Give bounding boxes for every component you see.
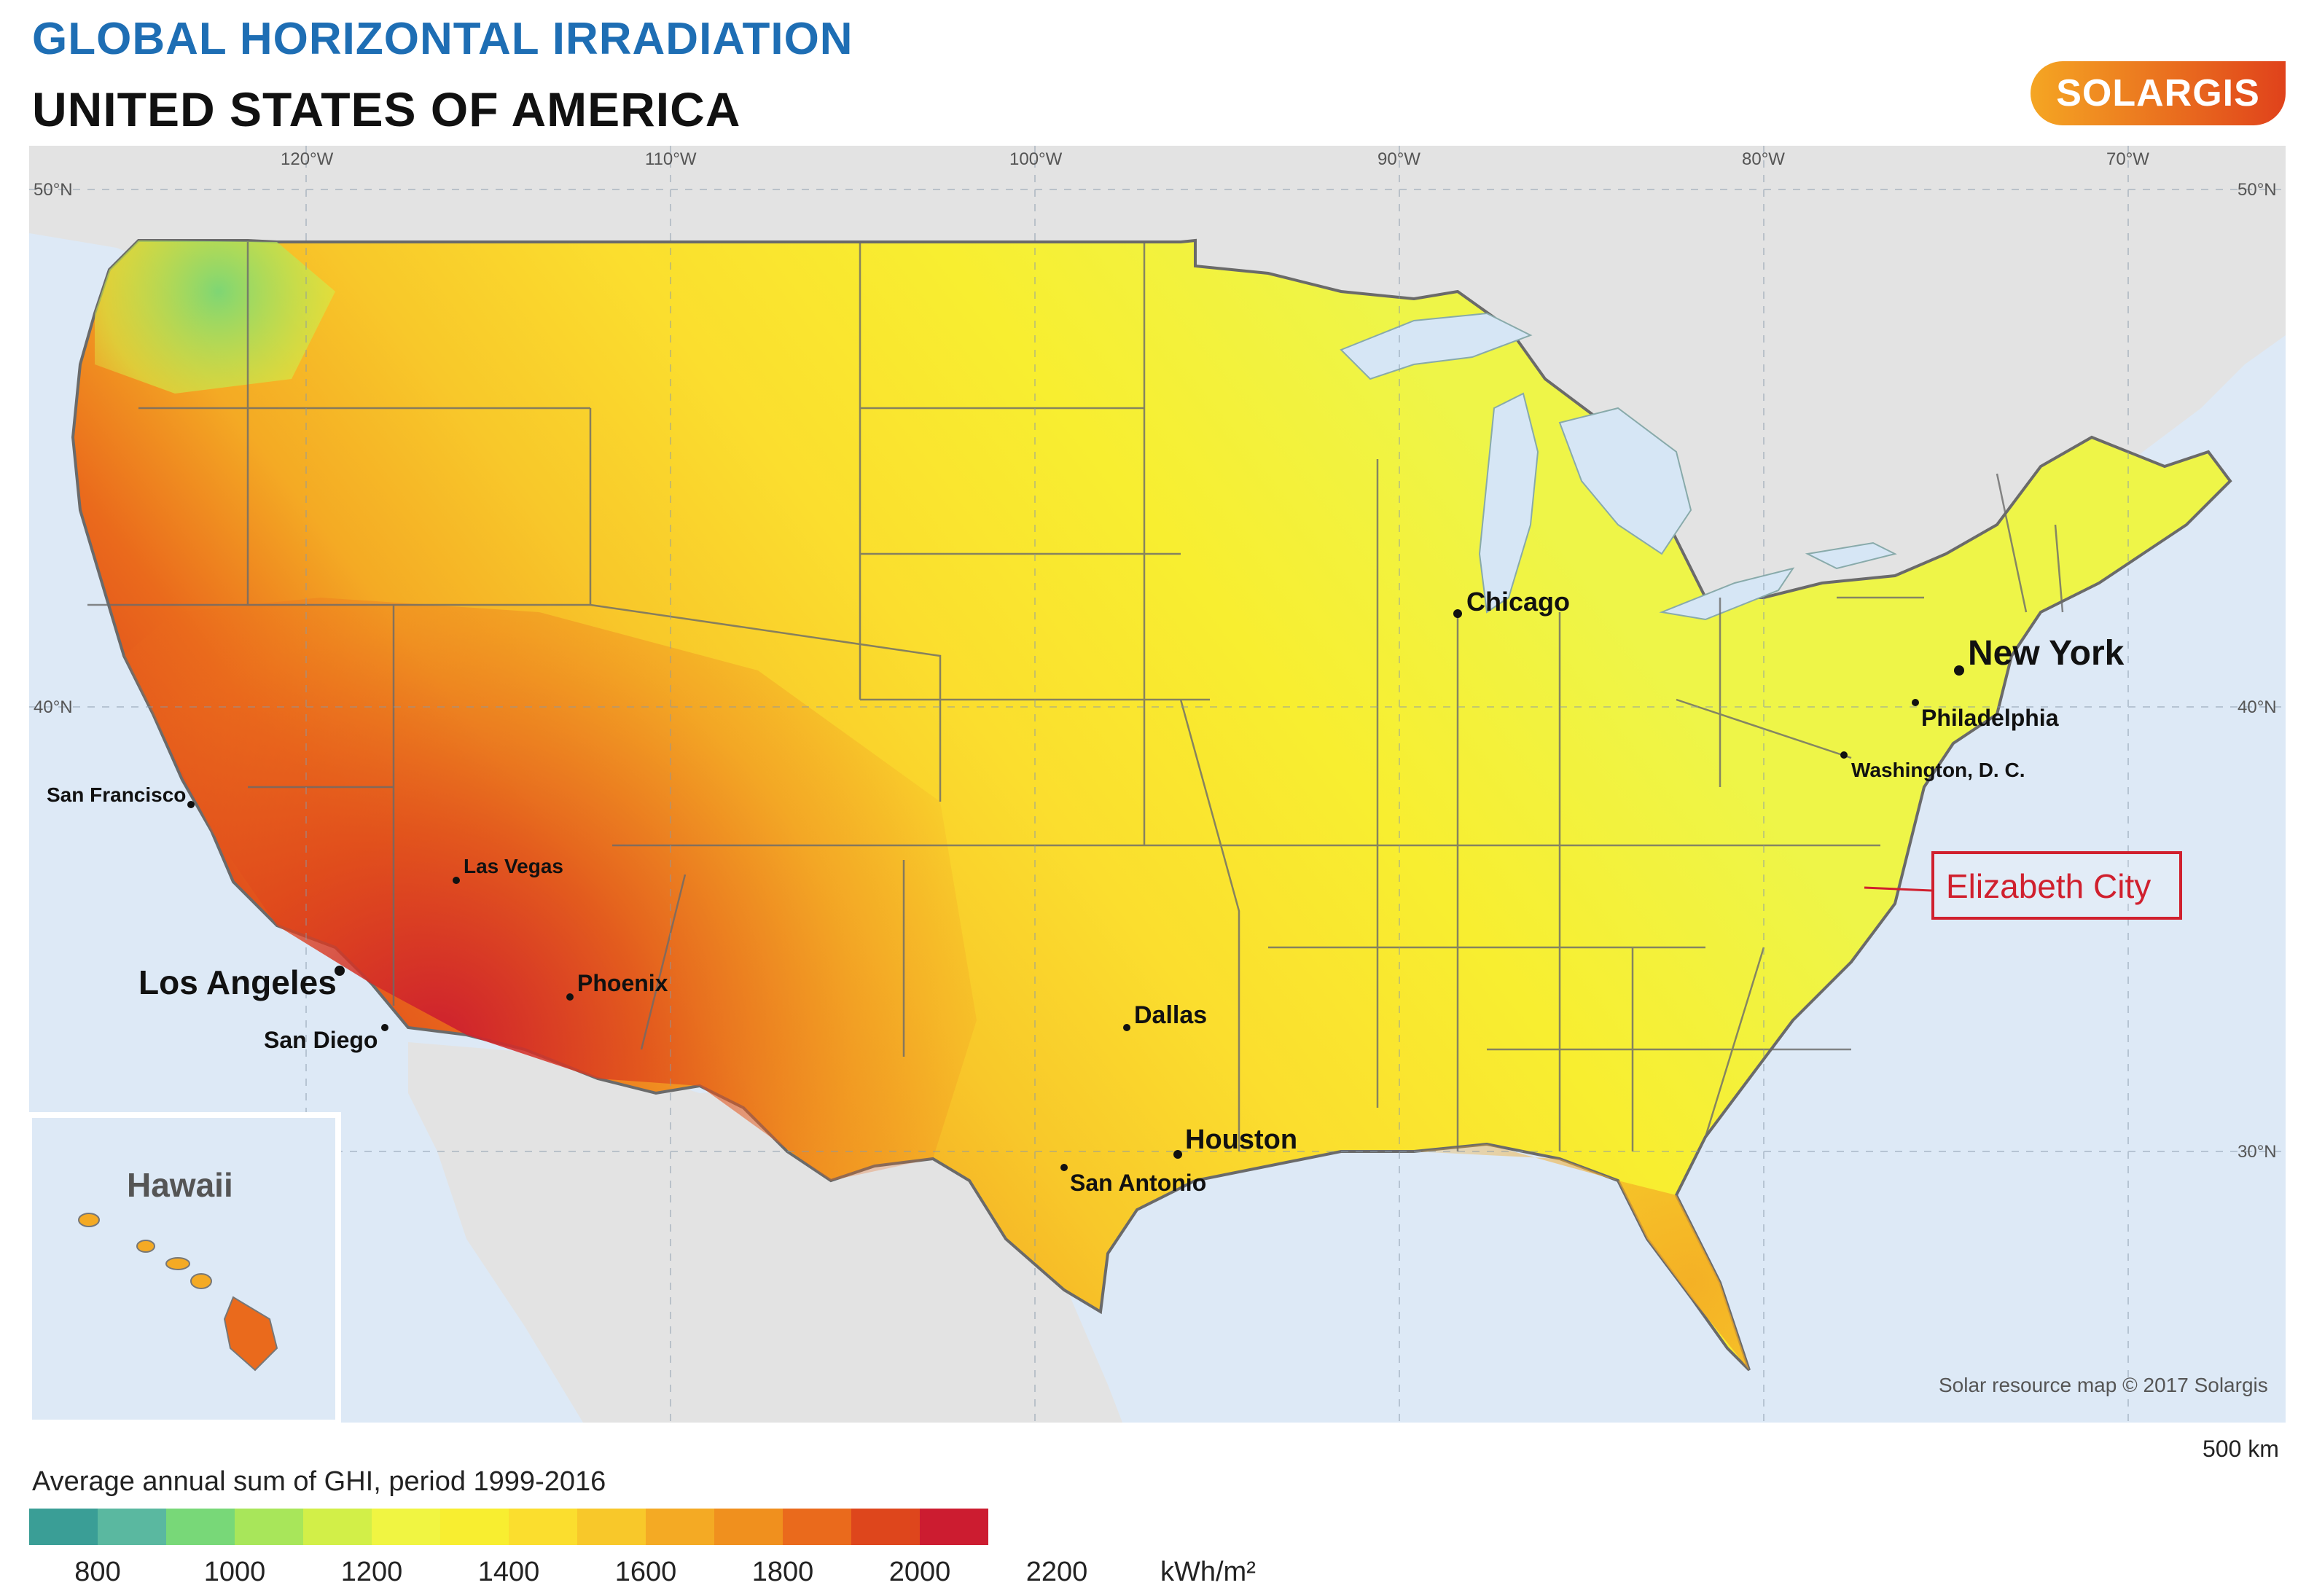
lake-michigan — [1478, 392, 1539, 614]
lat-label-40n-left: 40°N — [34, 697, 73, 717]
legend-tick-label: 1200 — [340, 1557, 403, 1587]
map-title: GLOBAL HORIZONTAL IRRADIATION — [32, 14, 853, 64]
legend-swatch — [783, 1509, 851, 1545]
northwest-low-irradiation — [95, 240, 335, 394]
legend-tick-label: 1000 — [203, 1557, 266, 1587]
city-dot-dallas — [1123, 1024, 1130, 1031]
ghi-map: 120°W 110°W 100°W 90°W 80°W 70°W 50°N 40… — [29, 146, 2286, 1423]
lon-label-120w: 120°W — [281, 149, 334, 169]
legend-swatch — [98, 1509, 166, 1545]
city-label-san-antonio: San Antonio — [1070, 1170, 1206, 1196]
lat-label-50n-right: 50°N — [2238, 180, 2277, 200]
solargis-logo: SOLARGIS — [2031, 61, 2286, 125]
map-credit: Solar resource map © 2017 Solargis — [1939, 1374, 2268, 1396]
state-borders — [87, 242, 2064, 1151]
lake-erie — [1659, 567, 1795, 621]
logo-text: SOLARGIS — [2056, 72, 2260, 114]
city-label-san-francisco: San Francisco — [47, 783, 186, 806]
city-dot-los-angeles — [335, 966, 345, 976]
elizabeth-city-label: Elizabeth City — [1946, 867, 2151, 905]
city-dot-san-francisco — [187, 801, 195, 808]
city-label-dallas: Dallas — [1134, 1001, 1207, 1029]
legend-swatch — [303, 1509, 372, 1545]
city-dot-las-vegas — [453, 877, 460, 884]
lon-label-70w: 70°W — [2106, 149, 2149, 169]
city-dot-san-diego — [381, 1024, 388, 1031]
city-label-chicago: Chicago — [1466, 587, 1570, 617]
city-dot-washington — [1840, 751, 1848, 759]
elizabeth-city-leader — [1864, 886, 1932, 892]
city-label-new-york: New York — [1968, 634, 2125, 673]
city-dot-san-antonio — [1060, 1164, 1068, 1171]
legend-swatch — [646, 1509, 714, 1545]
map-subtitle: UNITED STATES OF AMERICA — [32, 82, 741, 136]
city-dot-philadelphia — [1912, 699, 1919, 706]
legend-tick-label: 800 — [74, 1557, 121, 1587]
city-label-las-vegas: Las Vegas — [464, 855, 563, 877]
city-dot-phoenix — [566, 993, 574, 1001]
legend-swatch — [372, 1509, 440, 1545]
lon-label-100w: 100°W — [1009, 149, 1063, 169]
legend-tick-label: 2000 — [888, 1557, 951, 1587]
legend-swatch — [166, 1509, 235, 1545]
legend-swatch — [440, 1509, 509, 1545]
legend-swatch — [920, 1509, 988, 1545]
city-dot-houston — [1173, 1150, 1182, 1159]
legend-swatch — [851, 1509, 920, 1545]
city-dot-chicago — [1453, 609, 1462, 618]
city-dot-new-york — [1954, 665, 1964, 676]
legend-swatch — [577, 1509, 646, 1545]
city-label-san-diego: San Diego — [264, 1027, 378, 1053]
scale-bar-label: 500 km — [2203, 1436, 2279, 1462]
legend-tick-label: 1600 — [614, 1557, 677, 1587]
city-label-houston: Houston — [1185, 1124, 1297, 1155]
lon-label-80w: 80°W — [1742, 149, 1785, 169]
southeast-irradiation — [1414, 1144, 1749, 1370]
legend-swatch — [509, 1509, 577, 1545]
legend-unit: kWh/m² — [1160, 1557, 1256, 1587]
hawaii-islands — [78, 1213, 278, 1372]
elizabeth-city-box — [1931, 851, 2182, 920]
lon-label-90w: 90°W — [1377, 149, 1420, 169]
graticule-lines — [29, 146, 2286, 1423]
legend-swatch — [29, 1509, 98, 1545]
city-label-los-angeles: Los Angeles — [138, 963, 337, 1001]
lake-ontario — [1805, 541, 1897, 570]
city-label-washington: Washington, D. C. — [1851, 759, 2025, 781]
lake-superior — [1340, 312, 1533, 380]
hawaii-label: Hawaii — [127, 1166, 233, 1204]
lake-huron — [1558, 407, 1692, 555]
lon-label-110w: 110°W — [645, 149, 697, 169]
lat-label-40n-right: 40°N — [2238, 697, 2277, 717]
legend-color-bar — [29, 1509, 988, 1545]
legend-title: Average annual sum of GHI, period 1999-2… — [32, 1466, 606, 1497]
legend-tick-label: 1400 — [477, 1557, 540, 1587]
lat-label-30n-right: 30°N — [2238, 1142, 2277, 1162]
southwest-high-irradiation — [124, 598, 977, 1181]
city-label-philadelphia: Philadelphia — [1921, 705, 2059, 731]
lat-label-50n-left: 50°N — [34, 180, 73, 200]
city-label-phoenix: Phoenix — [577, 970, 668, 996]
legend-swatch — [714, 1509, 783, 1545]
legend-swatch — [235, 1509, 303, 1545]
legend-tick-label: 1800 — [751, 1557, 814, 1587]
legend-tick-label: 2200 — [1025, 1557, 1088, 1587]
